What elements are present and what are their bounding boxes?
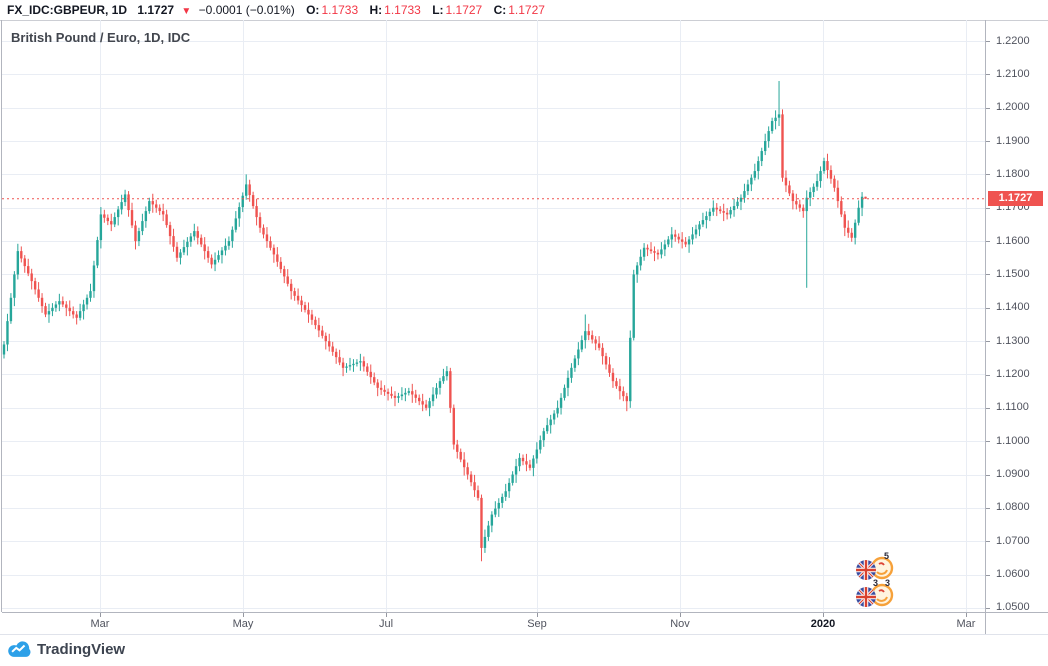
price-axis-label: 1.1500 <box>996 267 1030 280</box>
time-axis-tick <box>100 613 101 617</box>
price-axis-label: 1.0700 <box>996 534 1030 547</box>
flag-badge-bottom[interactable]: 3 3 <box>851 577 897 611</box>
time-axis-tick <box>680 613 681 617</box>
time-axis-label: Jul <box>378 618 394 630</box>
price-axis-label: 1.1000 <box>996 434 1030 447</box>
candlestick-series <box>2 81 867 562</box>
price-axis-tick <box>986 307 990 309</box>
price-axis-label: 1.1100 <box>996 401 1029 414</box>
time-axis-tick <box>966 613 967 617</box>
last-price-value: 1.1727 <box>137 3 175 17</box>
open-value: 1.1733 <box>321 3 359 17</box>
price-axis-tick <box>986 174 990 176</box>
time-axis-label: Sep <box>527 618 547 630</box>
flag-badge-top[interactable]: 5 <box>851 550 897 584</box>
price-axis-tick <box>986 274 990 276</box>
price-axis-tick <box>986 74 990 76</box>
close-label: C: <box>493 3 507 17</box>
price-axis-tick <box>986 441 990 443</box>
low-label: L: <box>432 3 444 17</box>
price-axis-label: 1.1600 <box>996 234 1030 247</box>
price-axis-label: 1.0800 <box>996 501 1030 514</box>
price-axis-tick <box>986 374 990 376</box>
price-axis-tick <box>986 541 990 543</box>
uk-flag-badge-icon <box>856 556 894 580</box>
low-value: 1.1727 <box>445 3 483 17</box>
chart-legend[interactable]: British Pound / Euro, 1D, IDC <box>11 30 191 45</box>
tradingview-logo[interactable]: TradingView <box>7 641 125 658</box>
bottom-divider <box>0 634 1048 635</box>
price-axis[interactable]: 1.2200 1.2100 1.2000 1.1900 1.1800 1.1700 1.16… <box>985 20 1048 614</box>
close-value: 1.1727 <box>508 3 545 17</box>
time-axis-label: Mar <box>956 618 976 630</box>
tradingview-logo-text: TradingView <box>37 641 126 658</box>
price-axis-tick <box>986 607 990 609</box>
price-axis-tick <box>986 341 990 343</box>
high-value: 1.1733 <box>384 3 421 17</box>
price-axis-tick <box>986 41 990 42</box>
time-axis-tick <box>537 613 538 617</box>
price-axis-label: 1.1300 <box>996 334 1030 347</box>
time-axis-label: May <box>232 618 254 630</box>
price-axis-label: 1.1800 <box>996 167 1030 180</box>
price-axis-tick <box>986 474 990 476</box>
price-axis-tick <box>986 574 990 576</box>
price-axis-tick <box>986 241 990 243</box>
time-axis-label: Mar <box>90 618 110 630</box>
price-axis-label: 1.1200 <box>996 368 1030 380</box>
price-chart-canvas[interactable] <box>2 20 985 612</box>
pane-left-border <box>1 20 2 612</box>
price-axis-label: 1.2200 <box>996 34 1030 47</box>
time-axis-tick <box>823 613 824 617</box>
price-axis-label: 1.2000 <box>996 101 1030 114</box>
price-axis-label: 1.1900 <box>996 134 1030 147</box>
price-axis-label: 1.2100 <box>996 67 1030 80</box>
price-axis-tick <box>986 107 990 109</box>
price-axis-label: 1.0900 <box>996 468 1030 481</box>
tradingview-cloud-icon <box>8 641 31 657</box>
time-axis[interactable]: Mar May Jul Sep Nov 2020 Mar <box>2 612 985 634</box>
open-label: O: <box>306 3 320 17</box>
price-axis-tick <box>986 207 990 209</box>
price-change-value: −0.0001 (−0.01%) <box>198 3 295 17</box>
badge-count: 3 <box>885 578 891 588</box>
high-label: H: <box>369 3 383 17</box>
pane-top-border <box>0 20 1048 21</box>
time-axis-label: 2020 <box>810 618 836 630</box>
symbol-name[interactable]: FX_IDC:GBPEUR, 1D <box>7 3 128 17</box>
time-axis-tick <box>243 613 244 617</box>
time-axis-tick <box>386 613 387 617</box>
price-axis-tick <box>986 141 990 143</box>
axis-corner <box>985 612 1048 634</box>
price-axis-label: 1.1400 <box>996 301 1030 314</box>
last-price-axis-label: 1.1727 <box>988 191 1043 207</box>
grid-lines <box>2 20 985 612</box>
time-axis-label: Nov <box>670 618 690 630</box>
price-axis-tick <box>986 407 990 409</box>
price-axis-label: 1.0600 <box>996 568 1030 581</box>
badge-count: 3 <box>873 578 879 588</box>
uk-flag-badge-icon <box>856 583 894 607</box>
price-axis-label: 1.0500 <box>996 601 1030 614</box>
symbol-info-bar: FX_IDC:GBPEUR, 1D 1.1727 ▼ −0.0001 (−0.0… <box>0 0 1048 20</box>
price-down-arrow-icon: ▼ <box>181 6 192 17</box>
price-axis-tick <box>986 507 990 509</box>
badge-count: 5 <box>884 551 890 561</box>
